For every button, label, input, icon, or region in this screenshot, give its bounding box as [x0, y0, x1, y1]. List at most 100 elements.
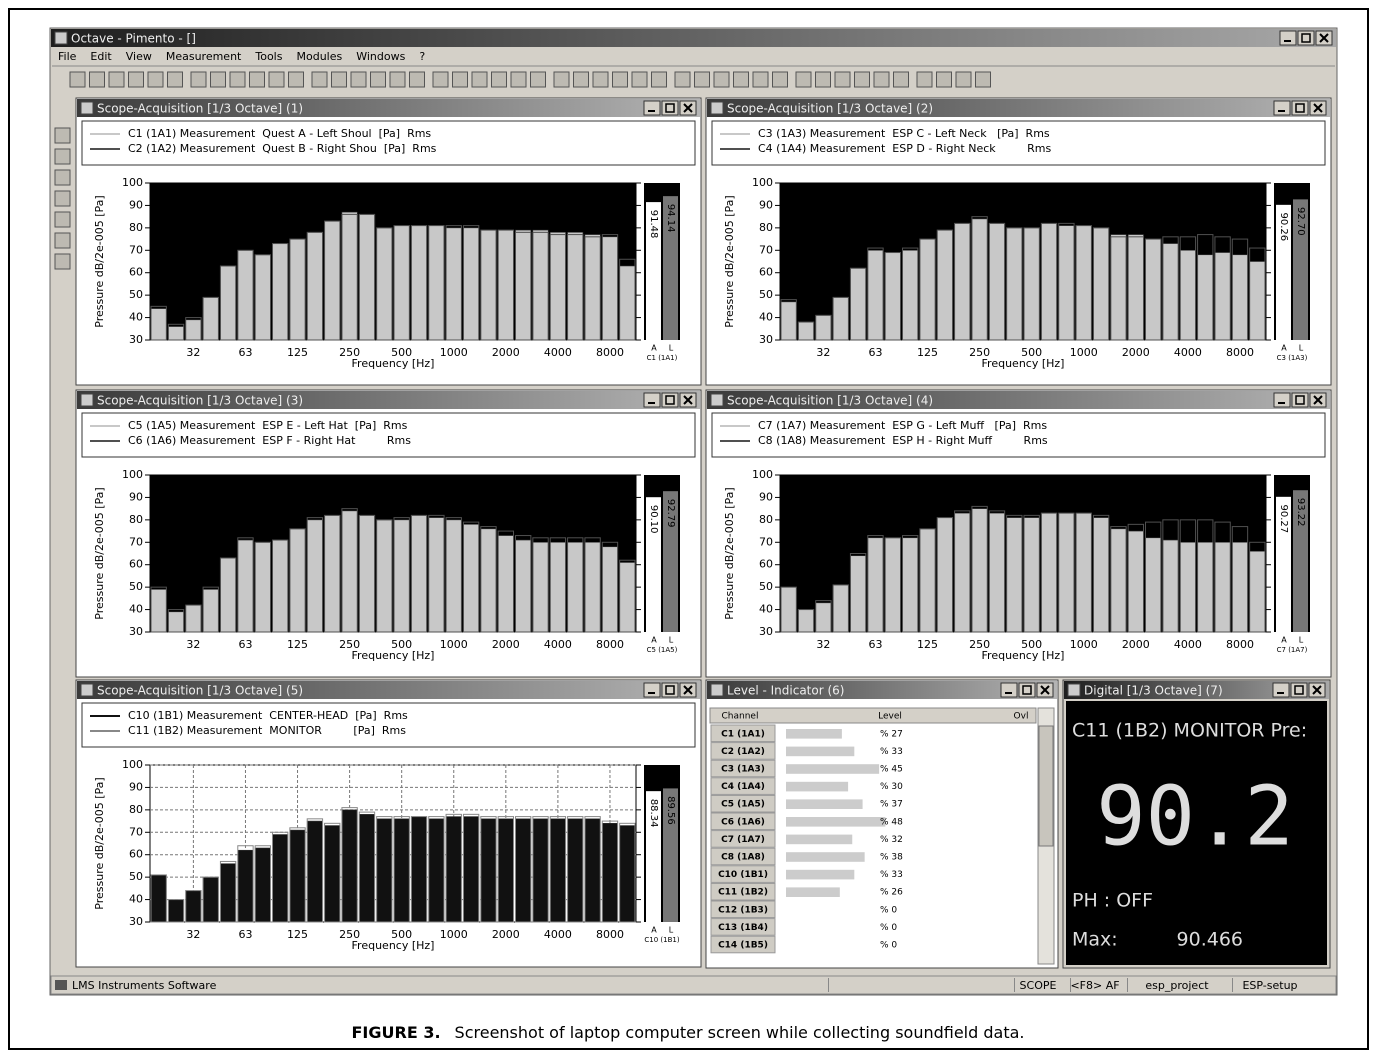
menu-item[interactable]: File	[58, 50, 77, 63]
toolbar-button[interactable]	[108, 71, 125, 88]
x-tick-label: 32	[816, 346, 830, 359]
window-button[interactable]	[643, 682, 661, 698]
channel-cell	[710, 918, 776, 936]
side-tool-button[interactable]	[54, 232, 71, 249]
toolbar-button[interactable]	[409, 71, 425, 88]
menu-item[interactable]: Measurement	[166, 50, 242, 63]
y-axis-label: Pressure dB/2e-005 [Pa]	[93, 195, 106, 327]
toolbar-button[interactable]	[210, 71, 226, 88]
window-button[interactable]	[661, 682, 679, 698]
window-button[interactable]	[1000, 682, 1018, 698]
side-tool-button[interactable]	[54, 169, 71, 186]
menu-item[interactable]: Edit	[90, 50, 112, 63]
toolbar-button[interactable]	[916, 71, 933, 88]
window-button[interactable]	[1297, 30, 1315, 46]
window-button[interactable]	[1291, 100, 1309, 116]
window-button[interactable]	[1279, 30, 1297, 46]
toolbar-button[interactable]	[772, 71, 788, 88]
toolbar-button[interactable]	[674, 71, 691, 88]
x-tick-label: 250	[969, 346, 990, 359]
toolbar-button[interactable]	[955, 71, 972, 88]
toolbar-button[interactable]	[612, 71, 628, 88]
window-button[interactable]	[1018, 682, 1036, 698]
bar-outline	[832, 296, 849, 341]
toolbar-button[interactable]	[631, 71, 648, 88]
side-tool-button[interactable]	[54, 190, 71, 207]
bar	[1179, 249, 1196, 341]
toolbar-button[interactable]	[651, 71, 667, 88]
toolbar-button[interactable]	[471, 71, 488, 88]
toolbar-button[interactable]	[553, 71, 570, 88]
meter-label: L	[669, 926, 674, 935]
toolbar-button[interactable]	[530, 71, 546, 88]
toolbar-button[interactable]	[311, 71, 328, 88]
toolbar-button[interactable]	[89, 71, 105, 88]
toolbar-button[interactable]	[249, 71, 265, 88]
menu-item[interactable]: Tools	[254, 50, 282, 63]
y-tick-label: 90	[129, 198, 143, 211]
bar	[220, 265, 237, 341]
toolbar-button[interactable]	[288, 71, 304, 88]
window-button[interactable]	[1272, 682, 1290, 698]
window-button[interactable]	[661, 392, 679, 408]
toolbar-button[interactable]	[733, 71, 749, 88]
y-tick-label: 30	[759, 625, 773, 638]
toolbar-button[interactable]	[975, 71, 991, 88]
meter-value: 93.22	[1295, 498, 1306, 527]
toolbar-button[interactable]	[694, 71, 710, 88]
status-text: LMS Instruments Software	[72, 979, 217, 992]
window-button[interactable]	[661, 100, 679, 116]
toolbar-button[interactable]	[752, 71, 769, 88]
toolbar-button[interactable]	[147, 71, 164, 88]
window-button[interactable]	[1290, 682, 1308, 698]
toolbar-button[interactable]	[268, 71, 285, 88]
toolbar-button[interactable]	[815, 71, 831, 88]
side-tool-button[interactable]	[54, 211, 71, 228]
bar-outline	[462, 813, 480, 923]
menu-item[interactable]: Windows	[356, 50, 405, 63]
toolbar-button[interactable]	[190, 71, 207, 88]
toolbar-button[interactable]	[128, 71, 144, 88]
scroll-thumb[interactable]	[1038, 725, 1054, 847]
bar-outline	[601, 820, 619, 923]
window-button[interactable]	[1273, 100, 1291, 116]
menu-item[interactable]: Modules	[296, 50, 342, 63]
toolbar-button[interactable]	[873, 71, 890, 88]
menu-item[interactable]: ?	[419, 50, 425, 63]
toolbar-button[interactable]	[491, 71, 507, 88]
toolbar-button[interactable]	[370, 71, 386, 88]
bar	[358, 814, 375, 923]
menu-item[interactable]: View	[126, 50, 152, 63]
toolbar-button[interactable]	[936, 71, 952, 88]
side-tool-button[interactable]	[54, 253, 71, 270]
toolbar-button[interactable]	[592, 71, 609, 88]
toolbar-button[interactable]	[229, 71, 246, 88]
toolbar-button[interactable]	[350, 71, 367, 88]
toolbar-button[interactable]	[167, 71, 183, 88]
bar-outline	[619, 258, 636, 341]
side-tool-button[interactable]	[54, 127, 71, 144]
bar	[549, 232, 566, 341]
window-button[interactable]	[643, 100, 661, 116]
toolbar-button[interactable]	[573, 71, 589, 88]
side-tool-button[interactable]	[54, 148, 71, 165]
digital-ph: PH : OFF	[1072, 890, 1153, 912]
window-button[interactable]	[1273, 392, 1291, 408]
level-value: % 26	[880, 888, 903, 898]
toolbar-button[interactable]	[854, 71, 870, 88]
toolbar-button[interactable]	[69, 71, 86, 88]
toolbar-button[interactable]	[893, 71, 909, 88]
bar	[480, 528, 497, 633]
toolbar-button[interactable]	[452, 71, 468, 88]
toolbar-button[interactable]	[510, 71, 527, 88]
toolbar-button[interactable]	[713, 71, 730, 88]
toolbar-button[interactable]	[331, 71, 347, 88]
toolbar-button[interactable]	[834, 71, 851, 88]
window-button[interactable]	[1291, 392, 1309, 408]
toolbar-button[interactable]	[389, 71, 406, 88]
bar-outline	[393, 816, 410, 923]
toolbar-button[interactable]	[795, 71, 812, 88]
window-button[interactable]	[643, 392, 661, 408]
toolbar-button[interactable]	[432, 71, 449, 88]
channel-cell	[710, 777, 776, 795]
